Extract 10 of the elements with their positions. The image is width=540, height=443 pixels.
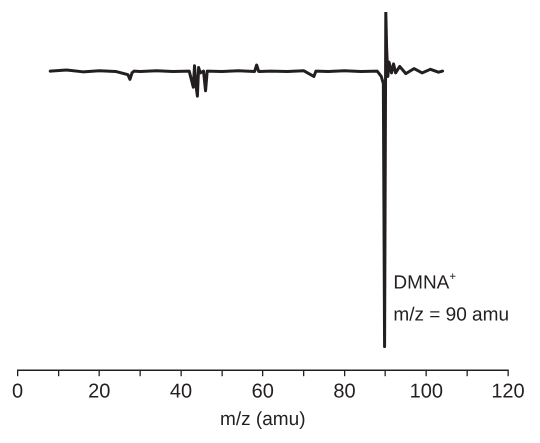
x-tick-label: 60 [252,380,274,403]
x-tick-label: 20 [88,380,110,403]
x-tick-label: 80 [333,380,356,403]
x-tick-label: 120 [491,380,525,403]
annotation: DMNA+ [393,271,456,294]
x-tick-label: 40 [170,380,192,403]
x-tick-label: 100 [410,380,443,403]
annotation: m/z = 90 amu [393,304,510,326]
x-axis-title: m/z (amu) [220,408,306,430]
x-tick-label: 0 [12,380,24,403]
